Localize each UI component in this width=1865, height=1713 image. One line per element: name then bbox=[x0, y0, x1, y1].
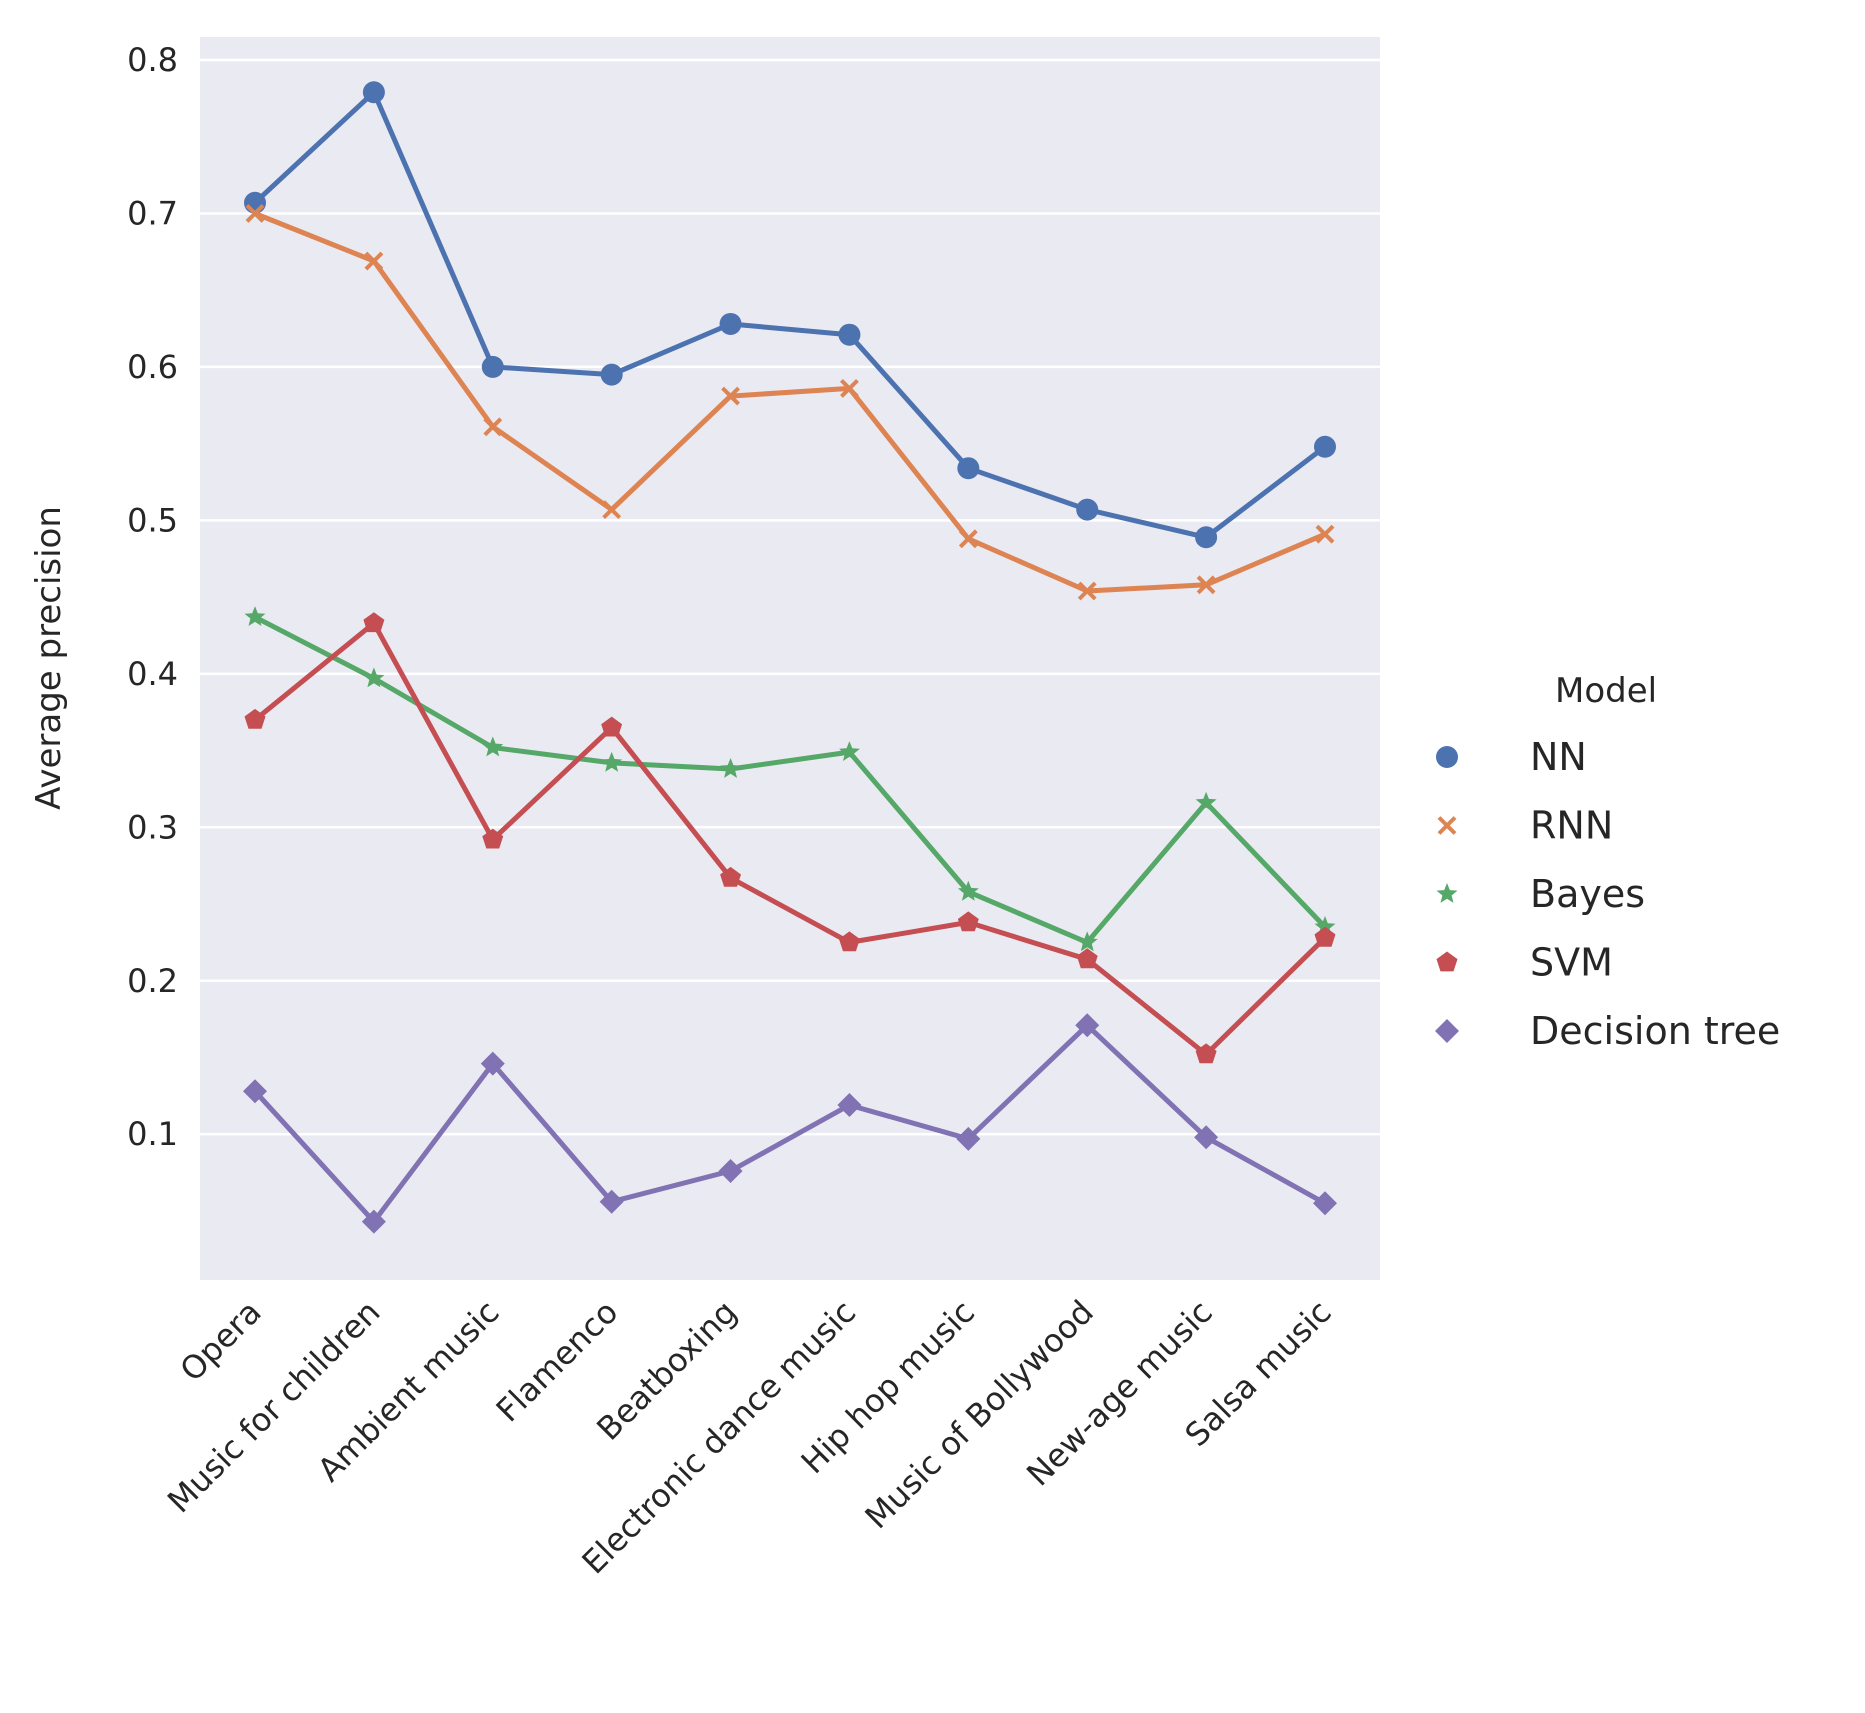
data-point bbox=[243, 1079, 267, 1104]
legend-marker bbox=[1436, 883, 1458, 903]
data-point bbox=[602, 500, 622, 520]
data-point bbox=[483, 417, 503, 437]
data-point bbox=[1195, 791, 1217, 812]
series-line-nn bbox=[252, 89, 1328, 540]
data-point bbox=[719, 312, 742, 335]
data-point bbox=[1314, 926, 1336, 947]
series-decision-tree bbox=[243, 1013, 1337, 1234]
y-tick-label: 0.3 bbox=[127, 808, 178, 846]
data-point bbox=[1195, 1043, 1217, 1064]
data-point bbox=[840, 379, 859, 398]
data-point bbox=[957, 457, 980, 480]
data-point bbox=[956, 1126, 981, 1151]
legend-title: Model bbox=[1555, 671, 1657, 711]
data-point bbox=[1314, 435, 1336, 458]
data-point bbox=[245, 204, 265, 223]
series-line-decision-tree bbox=[252, 1022, 1328, 1225]
data-point bbox=[839, 741, 860, 761]
legend: Model NN RNN Bayes SVM Decision tree bbox=[1435, 671, 1780, 1053]
series-group bbox=[243, 81, 1337, 1234]
legend-marker bbox=[1436, 951, 1458, 972]
data-point bbox=[957, 911, 979, 932]
legend-label: SVM bbox=[1530, 941, 1613, 985]
data-point bbox=[363, 612, 385, 633]
y-tick-labels: 0.1 0.2 0.3 0.4 0.5 0.6 0.7 0.8 bbox=[127, 41, 178, 1153]
y-tick-label: 0.1 bbox=[127, 1115, 178, 1153]
legend-label: Bayes bbox=[1530, 872, 1645, 916]
y-tick-label: 0.2 bbox=[127, 962, 178, 1000]
data-point bbox=[1314, 916, 1336, 936]
data-point bbox=[244, 708, 266, 729]
data-point bbox=[720, 866, 741, 887]
data-point bbox=[1076, 948, 1098, 969]
data-point bbox=[601, 716, 623, 737]
data-point bbox=[482, 828, 504, 849]
legend-label: RNN bbox=[1530, 804, 1613, 848]
legend-marker bbox=[1437, 816, 1457, 835]
plot-background bbox=[200, 37, 1380, 1280]
series-nn bbox=[244, 81, 1336, 549]
data-point bbox=[1313, 1191, 1337, 1216]
y-axis-label: Average precision bbox=[29, 506, 69, 810]
data-point bbox=[1077, 581, 1097, 601]
y-tick-label: 0.5 bbox=[127, 501, 178, 539]
data-point bbox=[362, 81, 385, 104]
data-point bbox=[1196, 575, 1216, 595]
data-point bbox=[361, 1209, 386, 1234]
y-tick-label: 0.8 bbox=[127, 41, 178, 79]
y-tick-label: 0.7 bbox=[127, 194, 178, 232]
data-point bbox=[837, 1093, 862, 1118]
data-point bbox=[957, 880, 979, 901]
data-point bbox=[364, 251, 384, 271]
data-point bbox=[481, 355, 504, 378]
series-line-svm bbox=[252, 620, 1328, 1057]
legend-label: NN bbox=[1530, 735, 1587, 779]
legend-marker bbox=[1435, 1019, 1459, 1043]
y-tick-label: 0.4 bbox=[127, 655, 178, 693]
legend-marker bbox=[1436, 746, 1458, 768]
x-tick-label: Opera bbox=[173, 1293, 269, 1389]
data-point bbox=[1075, 1013, 1100, 1038]
data-point bbox=[1076, 498, 1099, 521]
data-point bbox=[958, 529, 978, 549]
data-point bbox=[721, 386, 740, 406]
data-point bbox=[600, 363, 623, 386]
data-point bbox=[480, 1051, 505, 1076]
data-point bbox=[482, 736, 504, 757]
y-tick-label: 0.6 bbox=[127, 348, 178, 386]
series-bayes bbox=[244, 606, 1336, 952]
x-tick-label: Music of Bollywood bbox=[858, 1293, 1101, 1536]
data-point bbox=[599, 1189, 624, 1214]
data-point bbox=[839, 931, 860, 952]
series-svm bbox=[244, 612, 1336, 1064]
data-point bbox=[1315, 524, 1335, 544]
series-rnn bbox=[245, 204, 1335, 601]
series-line-rnn bbox=[252, 211, 1328, 594]
data-point bbox=[720, 758, 741, 778]
data-point bbox=[1194, 1125, 1219, 1150]
data-point bbox=[718, 1159, 743, 1184]
grid-lines bbox=[200, 58, 1380, 1136]
data-point bbox=[1076, 931, 1098, 952]
data-point bbox=[363, 667, 385, 688]
data-point bbox=[244, 606, 266, 626]
data-point bbox=[1195, 526, 1218, 549]
legend-label: Decision tree bbox=[1530, 1009, 1780, 1053]
data-point bbox=[244, 191, 266, 214]
series-line-bayes bbox=[252, 614, 1328, 945]
x-tick-label: Music for children bbox=[160, 1293, 388, 1521]
data-point bbox=[601, 751, 623, 772]
data-point bbox=[838, 323, 861, 346]
